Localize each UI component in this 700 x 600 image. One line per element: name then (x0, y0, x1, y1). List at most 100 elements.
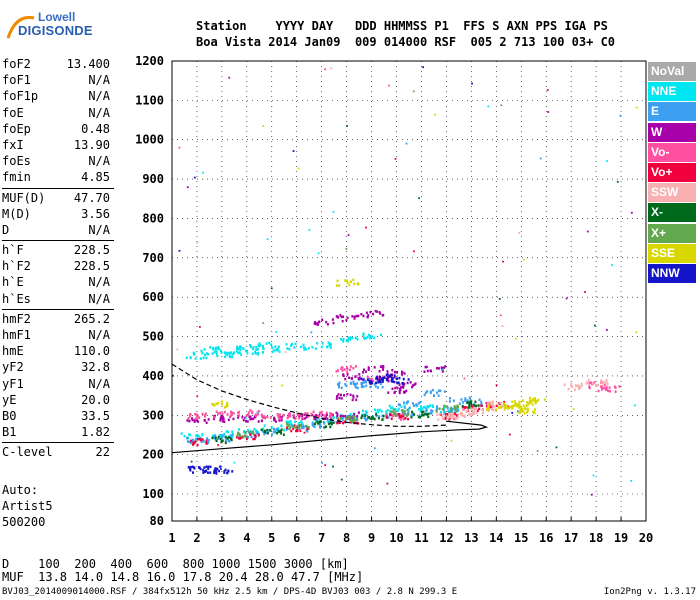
data-point (491, 402, 494, 406)
data-point (518, 400, 521, 404)
data-point (356, 386, 359, 390)
data-point (605, 388, 608, 392)
data-point (348, 283, 351, 287)
data-point (199, 437, 202, 440)
data-point (206, 437, 209, 440)
data-point (374, 385, 377, 388)
data-point (193, 467, 196, 470)
data-point (375, 411, 378, 415)
data-point (422, 410, 425, 414)
param-value: 110.0 (73, 344, 110, 359)
auto-label: Auto: (2, 483, 39, 497)
data-point (314, 420, 317, 423)
data-point (346, 370, 349, 374)
data-point (449, 397, 452, 400)
noise-point (523, 258, 525, 261)
data-point (563, 383, 566, 387)
data-point (339, 313, 342, 317)
data-point (349, 382, 352, 385)
noise-point (198, 325, 201, 328)
data-point (336, 414, 339, 418)
data-point (446, 406, 449, 410)
data-point (189, 433, 192, 437)
data-point (420, 407, 423, 410)
param-separator (2, 187, 114, 189)
data-point (396, 413, 399, 416)
data-point (271, 346, 274, 349)
data-point (191, 417, 194, 420)
data-point (216, 354, 219, 358)
x-tick-label: 19 (614, 531, 628, 545)
data-point (346, 417, 349, 421)
data-point (250, 435, 253, 438)
data-point (257, 343, 260, 347)
data-point (302, 343, 305, 347)
data-point (223, 471, 226, 474)
data-point (219, 416, 222, 420)
param-value: 32.8 (81, 360, 110, 375)
data-point (400, 373, 403, 376)
noise-point (511, 412, 514, 414)
data-point (336, 421, 339, 425)
data-point (375, 310, 378, 313)
data-point (394, 386, 397, 390)
x-tick-label: 2 (193, 531, 200, 545)
data-point (367, 368, 370, 372)
data-point (202, 440, 205, 443)
data-point (402, 417, 405, 421)
data-point (191, 465, 194, 469)
data-point (213, 415, 216, 419)
data-point (397, 407, 400, 411)
data-point (343, 394, 346, 397)
data-point (394, 408, 397, 412)
data-point (263, 424, 266, 427)
data-point (411, 384, 414, 387)
data-point (608, 386, 611, 389)
data-point (237, 347, 240, 351)
data-point (423, 393, 426, 397)
data-point (307, 347, 310, 350)
param-row-b1: B1 1.82 (2, 424, 112, 440)
data-point (586, 381, 589, 384)
data-point (351, 416, 354, 419)
data-point (343, 420, 346, 423)
data-point (249, 415, 252, 419)
data-point (401, 371, 404, 374)
data-point (202, 356, 205, 360)
x-tick-label: 7 (318, 531, 325, 545)
data-point (320, 411, 323, 414)
data-point (257, 433, 260, 437)
data-point (351, 419, 354, 423)
data-point (189, 469, 192, 472)
data-point (257, 353, 260, 356)
data-point (372, 312, 375, 316)
data-point (248, 415, 251, 418)
data-point (366, 335, 369, 339)
param-value: 3.56 (81, 206, 110, 221)
data-point (402, 401, 405, 404)
data-point (442, 409, 445, 412)
data-point (299, 345, 302, 349)
data-point (455, 417, 458, 420)
data-point (277, 428, 280, 431)
data-point (426, 390, 429, 393)
param-key: yF2 (2, 360, 24, 375)
data-point (373, 408, 376, 412)
data-point (269, 416, 272, 419)
data-point (402, 414, 405, 417)
data-point (321, 342, 324, 345)
data-point (205, 352, 208, 355)
noise-point (346, 125, 348, 127)
data-point (218, 469, 221, 473)
data-point (336, 369, 339, 372)
data-point (421, 407, 424, 410)
data-point (469, 412, 472, 416)
data-point (453, 417, 456, 421)
x-tick-label: 8 (343, 531, 350, 545)
data-point (451, 411, 454, 414)
param-value: N/A (88, 105, 110, 120)
data-point (476, 409, 479, 413)
data-point (378, 408, 381, 412)
data-point (340, 386, 343, 390)
data-point (364, 410, 367, 413)
